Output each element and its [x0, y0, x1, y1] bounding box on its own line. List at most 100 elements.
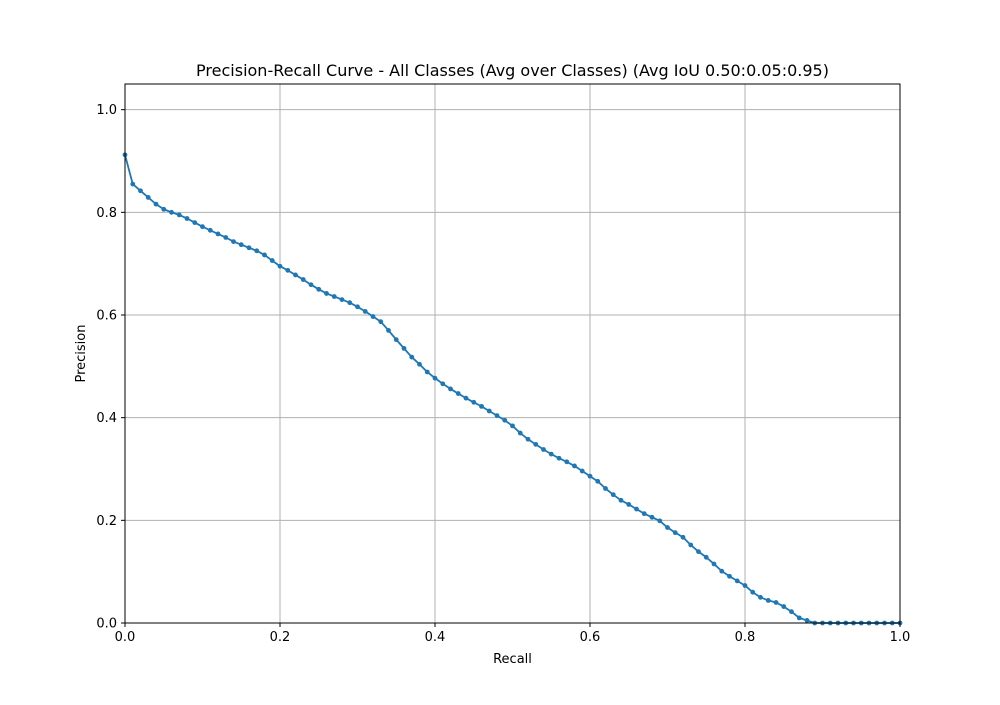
data-point [393, 337, 399, 343]
data-point [339, 297, 345, 302]
data-point [417, 361, 422, 367]
data-point [486, 408, 492, 414]
data-point [517, 430, 523, 436]
chart-title: Precision-Recall Curve - All Classes (Av… [196, 61, 829, 80]
x-tick-label: 0.6 [580, 630, 601, 645]
tick-layer: 0.0 0.2 0.4 0.6 0.8 1.0 0.0 0.2 0.4 0.6 0.8 1.0 [96, 103, 910, 645]
data-point [161, 206, 167, 212]
data-point [300, 277, 306, 282]
data-point [184, 216, 190, 221]
data-point [641, 511, 647, 517]
x-tick-label: 0.2 [270, 630, 291, 645]
data-point [448, 386, 453, 392]
data-point [579, 468, 585, 474]
data-point [796, 615, 802, 621]
x-axis-label: Recall [493, 652, 532, 667]
data-point [680, 534, 686, 540]
data-point [649, 514, 655, 520]
data-point [355, 304, 360, 310]
data-point [324, 291, 329, 296]
y-tick-label: 0.8 [96, 206, 117, 221]
x-tick-label: 0.8 [735, 630, 756, 645]
data-point [262, 252, 267, 258]
data-point [804, 618, 810, 623]
data-point [440, 381, 446, 387]
data-point [169, 209, 174, 215]
data-point [432, 375, 438, 381]
data-point [502, 417, 508, 423]
data-point [564, 459, 570, 465]
data-point [207, 227, 213, 233]
data-point [533, 441, 539, 447]
y-tick-label: 0.0 [96, 617, 117, 632]
data-point [688, 542, 694, 548]
data-point [130, 181, 136, 187]
data-point [494, 413, 500, 419]
data-point [246, 245, 252, 251]
grid-layer [124, 84, 901, 624]
data-point [587, 473, 593, 479]
data-point [409, 354, 415, 360]
data-point [471, 399, 477, 405]
series-layer [122, 152, 903, 626]
x-tick-label: 1.0 [890, 630, 911, 645]
data-point [316, 286, 322, 292]
data-point [293, 272, 298, 278]
y-axis-label: Precision [74, 324, 89, 382]
data-point [192, 220, 198, 226]
data-point [750, 589, 756, 595]
data-point [603, 486, 608, 491]
data-point [696, 549, 701, 555]
data-point [223, 235, 229, 240]
data-point [727, 573, 732, 579]
plot-area-frame [124, 83, 901, 624]
data-point [231, 239, 236, 244]
series-line [124, 154, 900, 624]
data-point [347, 300, 353, 306]
data-point [626, 502, 632, 507]
x-tick-label: 0.4 [425, 630, 446, 645]
x-tick-label: 0.0 [115, 630, 136, 645]
data-point [386, 328, 391, 333]
y-tick-label: 0.2 [96, 514, 117, 529]
data-point [610, 492, 616, 498]
data-point [742, 583, 748, 588]
data-point [200, 224, 205, 230]
data-point [525, 436, 531, 442]
data-point [758, 594, 763, 600]
data-point [541, 447, 546, 452]
data-point [215, 231, 221, 237]
data-point [176, 212, 182, 218]
data-point [634, 506, 639, 512]
data-point [548, 451, 554, 457]
data-point [153, 201, 159, 207]
data-point [618, 497, 624, 503]
data-point [719, 568, 725, 574]
data-point [595, 478, 601, 484]
data-point [665, 525, 670, 530]
data-point [424, 369, 430, 375]
data-point [765, 598, 771, 603]
data-point [657, 518, 663, 524]
data-point [773, 600, 779, 605]
data-point [781, 604, 787, 609]
data-point [138, 188, 143, 194]
data-point [455, 391, 461, 396]
data-point [672, 530, 678, 536]
data-point [308, 282, 314, 288]
data-point [510, 423, 515, 429]
data-point [370, 314, 376, 319]
y-tick-label: 0.6 [96, 309, 117, 324]
data-point [277, 263, 283, 269]
y-tick-label: 0.4 [96, 411, 117, 426]
data-point [479, 403, 484, 409]
data-point [556, 455, 562, 461]
data-point [734, 578, 740, 584]
y-tick-label: 1.0 [96, 103, 117, 118]
data-point [269, 258, 275, 263]
data-point [789, 609, 794, 615]
data-point [362, 309, 368, 314]
data-point [572, 463, 577, 469]
